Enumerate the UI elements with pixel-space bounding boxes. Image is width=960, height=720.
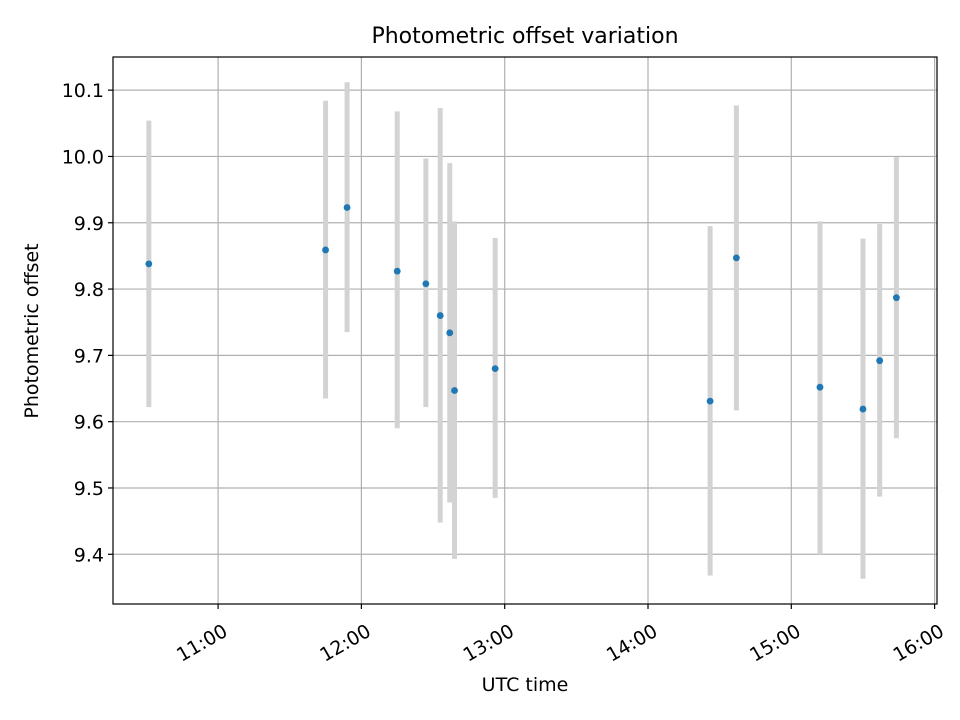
data-point [393, 267, 401, 275]
x-axis-label: UTC time [482, 674, 569, 696]
y-axis-label: Photometric offset [21, 243, 43, 418]
data-points [145, 204, 900, 413]
plot-frame [112, 56, 938, 605]
y-tick-label: 9.8 [74, 279, 104, 301]
data-point [451, 387, 458, 394]
y-tick-label: 9.7 [74, 345, 104, 367]
data-point [491, 365, 499, 373]
data-point [145, 260, 153, 268]
data-point [422, 280, 430, 288]
data-point [322, 246, 329, 254]
data-point [816, 383, 824, 391]
y-tick-label: 9.4 [74, 544, 104, 566]
y-tick-label: 9.6 [74, 412, 104, 434]
data-point [436, 312, 444, 319]
chart-title: Photometric offset variation [371, 24, 678, 49]
data-point [343, 204, 351, 211]
y-tick-label: 10.0 [62, 146, 104, 168]
y-tick-label: 9.9 [74, 213, 104, 235]
data-point [876, 357, 884, 365]
grid [113, 57, 937, 604]
y-tick-label: 9.5 [74, 478, 104, 500]
data-point [859, 405, 867, 413]
y-tick-label: 10.1 [62, 80, 104, 102]
data-point [892, 294, 900, 302]
data-point [446, 329, 454, 337]
data-point [706, 397, 714, 405]
y-axis-ticks: 9.4 9.5 9.6 9.7 9.8 9.9 10.0 10.1 [62, 80, 113, 566]
data-point [732, 254, 740, 262]
